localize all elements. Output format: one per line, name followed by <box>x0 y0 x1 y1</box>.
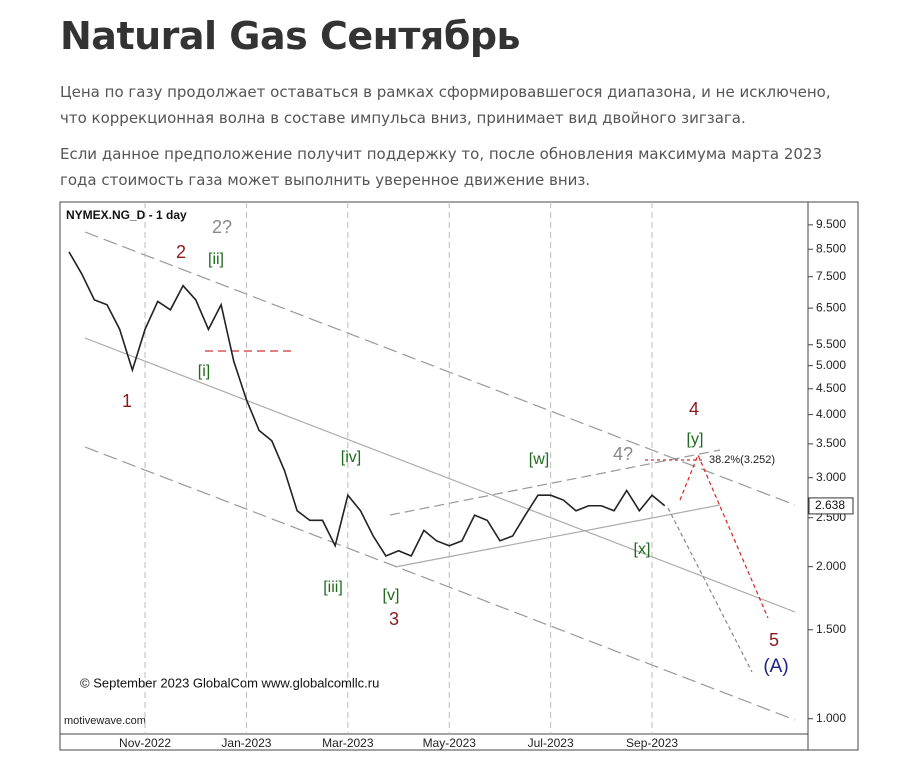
last-value: 2.638 <box>815 498 845 512</box>
projection <box>667 507 753 673</box>
wave-label: [i] <box>198 363 210 380</box>
chart-frame <box>59 201 859 751</box>
x-tick-label: Nov-2022 <box>119 736 171 750</box>
channel-line <box>84 337 796 613</box>
y-tick-label: 5.000 <box>816 358 846 372</box>
channels <box>84 231 796 721</box>
paragraph: Если данное предположение получит поддер… <box>60 145 823 189</box>
credit: © September 2023 GlobalCom www.globalcom… <box>80 675 379 690</box>
wave-label: 2 <box>176 242 186 262</box>
y-tick-label: 1.500 <box>816 622 846 636</box>
wave-label: (A) <box>763 656 788 677</box>
page-title: Natural Gas Сентябрь <box>60 14 521 58</box>
channel-line <box>389 449 721 516</box>
y-tick-label: 5.500 <box>816 337 846 351</box>
wave-label: [v] <box>383 587 400 604</box>
y-tick-label: 3.500 <box>816 436 846 450</box>
wave-label: 5 <box>769 630 779 650</box>
wave-label: 4 <box>689 399 699 419</box>
wave-label: 3 <box>389 609 399 629</box>
y-tick-label: 8.500 <box>816 241 846 255</box>
y-tick-label: 9.500 <box>816 217 846 231</box>
y-tick-label: 2.000 <box>816 559 846 573</box>
y-tick-label: 7.500 <box>816 269 846 283</box>
wave-label: 38.2%(3.252) <box>709 454 775 466</box>
x-tick-label: May-2023 <box>423 736 477 750</box>
projection <box>679 453 769 619</box>
last-value-box <box>808 497 854 515</box>
channel-line <box>84 446 796 721</box>
y-tick-label: 3.000 <box>816 470 846 484</box>
wave-label: 1 <box>122 391 132 411</box>
x-tick-label: Jan-2023 <box>221 736 271 750</box>
chart-title: NYMEX.NG_D - 1 day <box>66 208 187 222</box>
wave-label: 2? <box>212 217 232 237</box>
wave-label: [y] <box>687 431 704 448</box>
wave-label: [w] <box>529 451 549 468</box>
y-tick-label: 4.000 <box>816 407 846 421</box>
credit: motivewave.com <box>64 715 146 727</box>
y-tick-label: 1.000 <box>816 711 846 725</box>
x-tick-label: Jul-2023 <box>528 736 574 750</box>
y-tick-label: 6.500 <box>816 300 846 314</box>
y-tick-label: 4.500 <box>816 381 846 395</box>
x-tick-label: Sep-2023 <box>626 736 678 750</box>
wave-label: 4? <box>613 444 633 464</box>
wave-label: [x] <box>634 541 651 558</box>
x-tick-label: Mar-2023 <box>322 736 374 750</box>
price-line <box>68 251 666 557</box>
paragraph: Цена по газу продолжает оставаться в рам… <box>60 83 831 127</box>
wave-label: [ii] <box>208 251 224 268</box>
wave-label: [iv] <box>341 449 361 466</box>
wave-label: [iii] <box>323 579 343 596</box>
